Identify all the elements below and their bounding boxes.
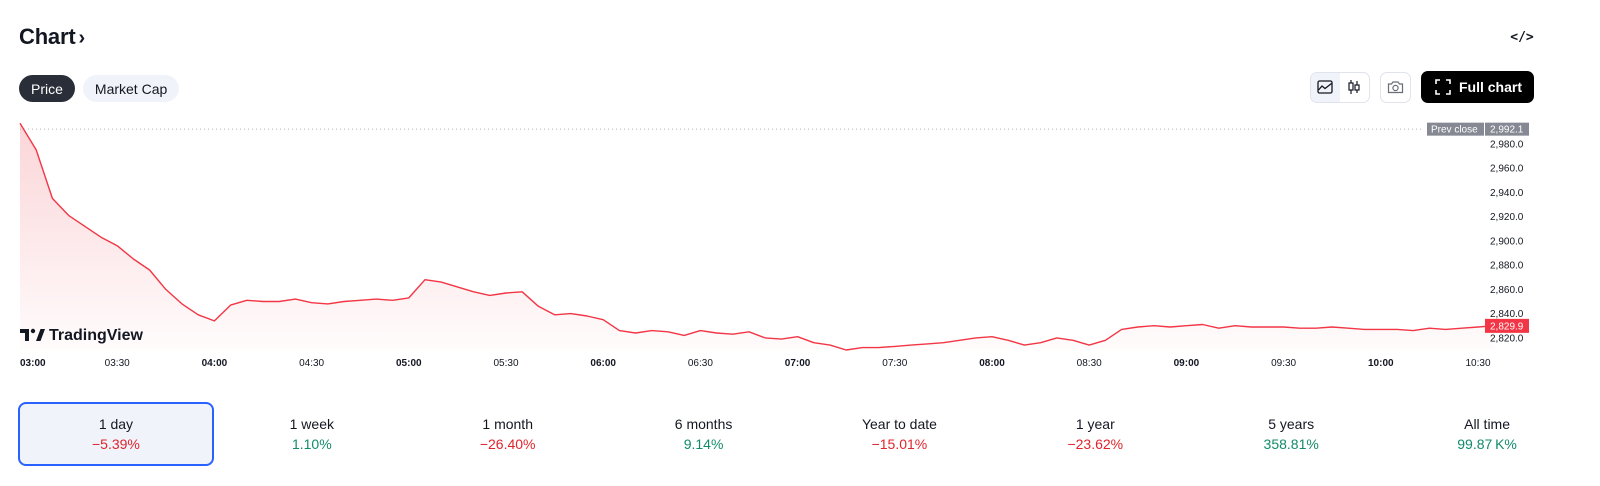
x-axis-tick: 09:00 bbox=[1174, 358, 1200, 369]
full-chart-label: Full chart bbox=[1458, 79, 1522, 95]
y-axis-tick: 2,900.0 bbox=[1490, 236, 1524, 247]
price-line bbox=[19, 122, 1495, 351]
y-axis-tick: 2,840.0 bbox=[1490, 309, 1524, 320]
area-chart-icon bbox=[1317, 80, 1334, 94]
chart-style-toggle bbox=[1309, 71, 1370, 103]
screenshot-button[interactable] bbox=[1379, 71, 1411, 103]
x-axis-tick: 08:00 bbox=[979, 358, 1005, 369]
x-axis-tick: 05:00 bbox=[396, 358, 422, 369]
period-label: 1 day bbox=[98, 416, 134, 432]
period-selector: 1 day −5.39% 1 week 1.10% 1 month −26.40… bbox=[18, 402, 1585, 466]
prev-close-label: Prev close bbox=[1431, 125, 1478, 136]
full-chart-button[interactable]: Full chart bbox=[1420, 71, 1534, 103]
x-axis-tick: 10:30 bbox=[1465, 358, 1490, 369]
period-change: −23.62% bbox=[1067, 436, 1124, 452]
period-change: 358.81% bbox=[1263, 436, 1319, 452]
fullscreen-icon bbox=[1435, 79, 1451, 95]
last-price-tag-bg bbox=[1485, 318, 1529, 333]
period-change: −5.39% bbox=[92, 436, 140, 452]
period-change: 1.10% bbox=[291, 436, 332, 452]
y-axis-tick: 2,920.0 bbox=[1490, 212, 1524, 223]
candlestick-icon bbox=[1348, 80, 1361, 94]
y-axis-tick: 2,980.0 bbox=[1490, 139, 1524, 150]
x-axis-tick: 06:00 bbox=[590, 358, 616, 369]
period-change: −15.01% bbox=[871, 436, 928, 452]
period-label: 1 month bbox=[482, 416, 533, 432]
chart-header[interactable]: Chart › bbox=[19, 22, 85, 52]
period-1-week[interactable]: 1 week 1.10% bbox=[214, 402, 410, 466]
x-axis-tick: 04:30 bbox=[299, 358, 324, 369]
x-axis-tick: 03:30 bbox=[105, 358, 130, 369]
period-change: 9.14% bbox=[683, 436, 724, 452]
period-change: 99.87 K% bbox=[1457, 436, 1517, 452]
period-change: −26.40% bbox=[479, 436, 536, 452]
tradingview-logo-text: TradingView bbox=[49, 327, 144, 344]
x-axis-tick: 09:30 bbox=[1271, 358, 1296, 369]
y-axis-tick: 2,960.0 bbox=[1490, 164, 1524, 175]
y-axis-tick: 2,940.0 bbox=[1490, 188, 1524, 199]
x-axis-tick: 07:30 bbox=[882, 358, 907, 369]
x-axis-tick: 08:30 bbox=[1077, 358, 1102, 369]
period-label: 1 week bbox=[289, 416, 334, 432]
prev-close-value: 2,992.1 bbox=[1490, 125, 1524, 136]
price-chart-svg[interactable]: Prev close 2,992.1 2,980.0 2,960.0 2,940.0 2… bbox=[0, 118, 1600, 380]
prev-close-label-bg bbox=[1427, 122, 1484, 136]
period-label: Year to date bbox=[861, 416, 937, 432]
last-price-tag: 2,829.9 bbox=[1490, 321, 1524, 332]
tab-market-cap[interactable]: Market Cap bbox=[82, 75, 180, 102]
y-axis-tick: 2,820.0 bbox=[1490, 333, 1524, 344]
period-label: 1 year bbox=[1075, 416, 1115, 432]
period-6-months[interactable]: 6 months 9.14% bbox=[606, 402, 802, 466]
period-label: 5 years bbox=[1268, 416, 1315, 432]
x-axis-tick: 03:00 bbox=[20, 358, 46, 369]
camera-icon bbox=[1387, 81, 1404, 94]
price-area-fill bbox=[20, 123, 1495, 350]
chart-tabs: Price Market Cap bbox=[19, 75, 180, 102]
code-icon[interactable]: </> bbox=[1510, 29, 1534, 45]
chevron-right-icon: › bbox=[78, 26, 86, 49]
period-1-year[interactable]: 1 year −23.62% bbox=[997, 402, 1193, 466]
y-axis-tick: 2,860.0 bbox=[1490, 285, 1524, 296]
period-year-to-date[interactable]: Year to date −15.01% bbox=[802, 402, 998, 466]
y-axis-tick: 2,880.0 bbox=[1490, 261, 1524, 272]
x-axis-tick: 04:00 bbox=[202, 358, 228, 369]
area-chart-button[interactable] bbox=[1310, 72, 1340, 102]
period-label: 6 months bbox=[674, 416, 733, 432]
period-1-day[interactable]: 1 day −5.39% bbox=[18, 402, 214, 466]
tab-price[interactable]: Price bbox=[19, 75, 75, 102]
prev-close-value-bg bbox=[1485, 122, 1529, 136]
period-1-month[interactable]: 1 month −26.40% bbox=[410, 402, 606, 466]
x-axis-tick: 07:00 bbox=[785, 358, 811, 369]
x-axis-tick: 06:30 bbox=[688, 358, 713, 369]
period-5-years[interactable]: 5 years 358.81% bbox=[1193, 402, 1389, 466]
period-label: All time bbox=[1464, 416, 1511, 432]
candles-chart-button[interactable] bbox=[1340, 73, 1369, 102]
tradingview-logo[interactable]: TradingView bbox=[20, 327, 144, 344]
period-all-time[interactable]: All time 99.87 K% bbox=[1389, 402, 1585, 466]
price-chart[interactable]: Prev close 2,992.1 2,980.0 2,960.0 2,940.0 2… bbox=[0, 118, 1600, 380]
page-title[interactable]: Chart bbox=[19, 24, 76, 49]
chart-toolbar: Full chart bbox=[1309, 71, 1534, 103]
x-axis-tick: 05:30 bbox=[493, 358, 518, 369]
x-axis-tick: 10:00 bbox=[1368, 358, 1394, 369]
